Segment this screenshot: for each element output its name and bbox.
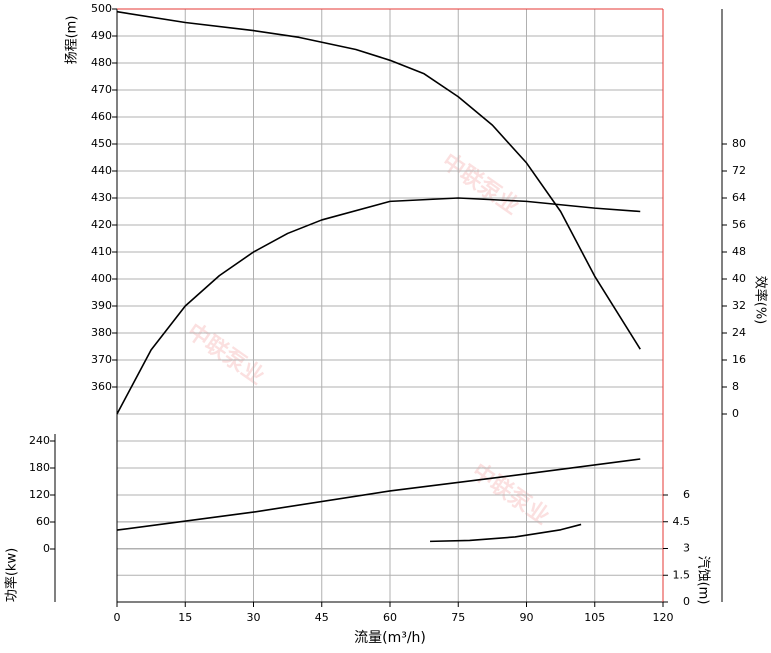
y-tick-label: 60	[36, 515, 50, 528]
y-tick-label: 72	[732, 164, 746, 177]
curve	[116, 10, 641, 350]
y-tick-label: 500	[91, 2, 112, 15]
y-tick-label: 240	[29, 434, 50, 447]
x-tick-label: 0	[114, 611, 121, 624]
y-tick-label: 120	[29, 488, 50, 501]
curve	[116, 197, 641, 415]
x-tick-label: 75	[451, 611, 465, 624]
y-tick-label: 16	[732, 353, 746, 366]
y-tick-label: 370	[91, 353, 112, 366]
x-tick-label: 105	[584, 611, 605, 624]
y-tick-label: 48	[732, 245, 746, 258]
x-tick-label: 60	[383, 611, 397, 624]
y-tick-label: 32	[732, 299, 746, 312]
y-tick-label: 0	[683, 595, 690, 608]
y-tick-label: 400	[91, 272, 112, 285]
x-tick-label: 15	[178, 611, 192, 624]
y-tick-label: 1.5	[673, 568, 691, 581]
y-tick-label: 56	[732, 218, 746, 231]
watermark: 中联泵业	[437, 149, 523, 220]
x-axis-title: 流量(m³/h)	[354, 630, 426, 646]
y-tick-label: 80	[732, 137, 746, 150]
x-tick-label: 30	[247, 611, 261, 624]
curve	[430, 523, 582, 543]
y-tick-label: 460	[91, 110, 112, 123]
y-tick-label: 360	[91, 380, 112, 393]
y-tick-label: 390	[91, 299, 112, 312]
y-tick-label: 3	[683, 542, 690, 555]
y-tick-label: 6	[683, 488, 690, 501]
y-tick-label: 420	[91, 218, 112, 231]
y-axis-title: 效率(%)	[753, 276, 769, 325]
y-tick-label: 430	[91, 191, 112, 204]
y-tick-label: 410	[91, 245, 112, 258]
x-tick-label: 45	[315, 611, 329, 624]
curve	[116, 458, 641, 531]
y-tick-label: 0	[732, 407, 739, 420]
x-tick-label: 120	[653, 611, 674, 624]
y-tick-label: 0	[43, 542, 50, 555]
watermark: 中联泵业	[182, 319, 268, 390]
y-tick-label: 450	[91, 137, 112, 150]
y-tick-label: 8	[732, 380, 739, 393]
y-tick-label: 40	[732, 272, 746, 285]
y-tick-label: 440	[91, 164, 112, 177]
x-tick-label: 90	[520, 611, 534, 624]
y-tick-label: 64	[732, 191, 746, 204]
y-tick-label: 180	[29, 461, 50, 474]
y-tick-label: 470	[91, 83, 112, 96]
y-axis-title: 功率(kw)	[4, 548, 20, 602]
y-tick-label: 480	[91, 56, 112, 69]
y-tick-label: 490	[91, 29, 112, 42]
y-axis-title: 扬程(m)	[65, 16, 80, 65]
y-tick-label: 24	[732, 326, 746, 339]
y-axis-title: 汽蚀(m)	[696, 556, 711, 605]
y-tick-label: 4.5	[673, 515, 691, 528]
y-tick-label: 380	[91, 326, 112, 339]
